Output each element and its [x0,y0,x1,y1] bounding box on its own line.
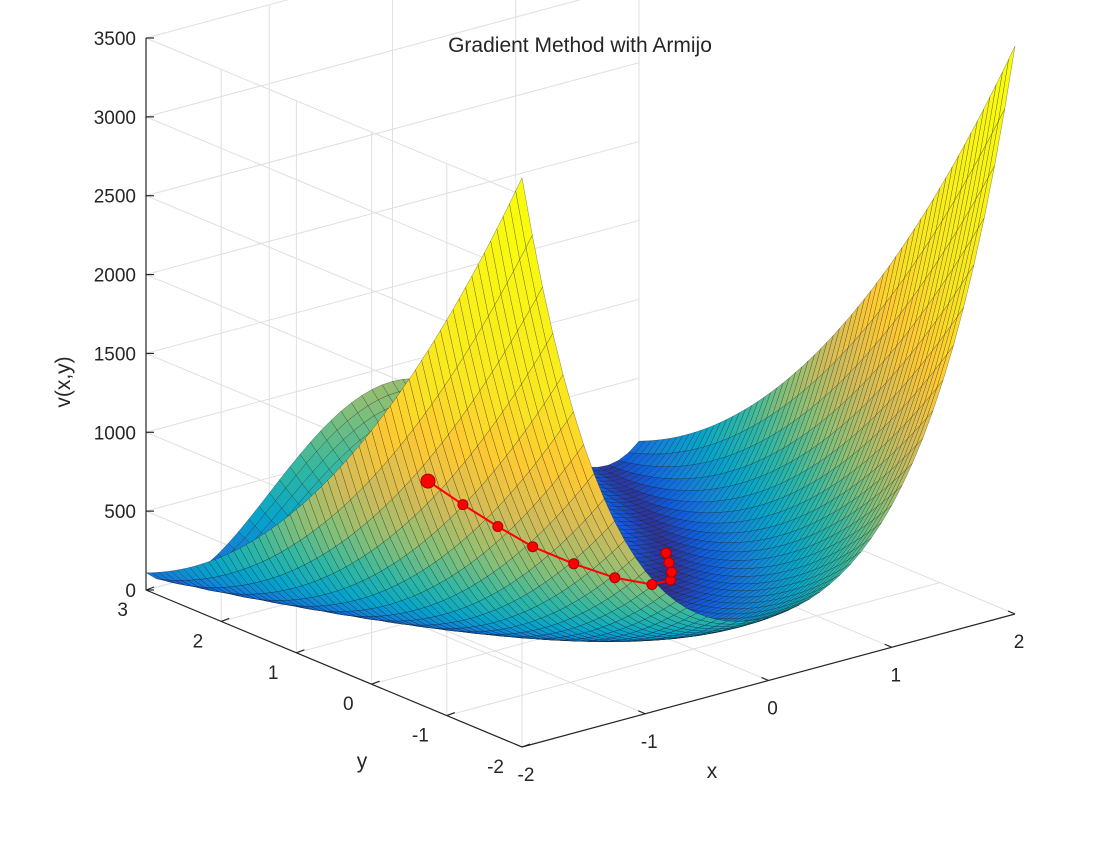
y-tick-label: -2 [487,757,504,778]
path-point [421,474,435,488]
path-point [528,542,538,552]
x-tick-label: -2 [518,765,535,786]
x-tick-label: 1 [891,665,902,686]
path-point [493,522,503,532]
path-point [661,548,671,558]
y-tick-label: 1 [268,663,279,684]
path-point [667,567,677,577]
chart-title: Gradient Method with Armijo [448,34,712,57]
z-tick-label: 1500 [94,344,136,365]
z-tick-label: 3500 [94,29,136,50]
y-tick-label: 2 [193,631,204,652]
x-tick-label: 2 [1014,632,1025,653]
x-tick-label: -1 [641,732,658,753]
path-point [569,559,579,569]
z-tick-label: 0 [125,581,136,602]
z-tick-label: 3000 [94,108,136,129]
path-point [647,580,657,590]
y-tick-label: -1 [412,726,429,747]
z-tick-label: 2000 [94,266,136,287]
z-tick-label: 1000 [94,423,136,444]
path-point [458,500,468,510]
path-point [610,573,620,583]
z-tick-label: 2500 [94,187,136,208]
y-tick-label: 3 [117,600,128,621]
x-axis-label: x [707,760,718,783]
y-axis-label: y [357,750,368,773]
x-tick-label: 0 [767,699,778,720]
z-axis-label: v(x,y) [52,356,75,407]
path-point [664,558,674,568]
y-tick-label: 0 [343,694,354,715]
z-tick-label: 500 [104,502,136,523]
